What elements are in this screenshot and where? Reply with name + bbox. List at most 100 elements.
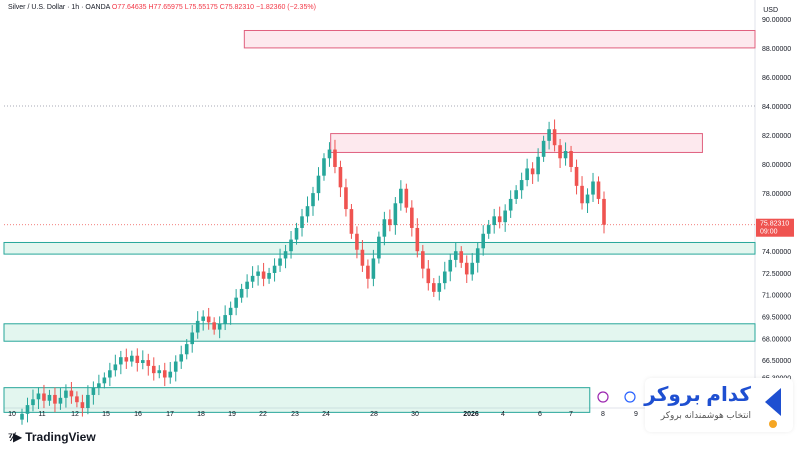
symbol-name[interactable]: Silver / U.S. Dollar · 1h · OANDA — [8, 4, 110, 11]
open-value: O77.64635 — [111, 4, 147, 11]
candle — [245, 281, 249, 289]
candle — [173, 361, 178, 372]
candle — [486, 225, 491, 234]
x-tick-label: 11 — [38, 411, 45, 418]
y-tick-label: 69.50000 — [762, 315, 791, 322]
candle — [36, 393, 41, 400]
candle — [547, 129, 551, 141]
y-tick-label: 90.00000 — [762, 17, 791, 24]
demand-zone[interactable] — [3, 323, 756, 342]
low-value: L75.55175 — [184, 4, 218, 11]
x-tick-label: 16 — [134, 411, 142, 418]
candle — [574, 166, 579, 186]
y-tick-label: 80.00000 — [762, 162, 791, 169]
candle — [459, 251, 464, 263]
candle — [289, 239, 293, 252]
candle — [97, 383, 101, 388]
candle — [168, 371, 173, 378]
candle — [569, 151, 573, 167]
candle — [75, 396, 79, 403]
brand-watermark: کدام بروکر انتخاب هوشمندانه بروکر — [644, 378, 793, 432]
candle — [475, 248, 480, 263]
x-tick-label: 19 — [228, 411, 236, 418]
y-tick-label: 68.00000 — [762, 336, 791, 343]
x-tick-label: 6 — [538, 411, 542, 418]
candle — [596, 181, 601, 199]
y-tick-label: 72.50000 — [762, 271, 791, 278]
candle — [294, 227, 299, 240]
candle — [86, 394, 90, 408]
symbol-header: Silver / U.S. Dollar · 1h · OANDA O77.64… — [8, 4, 316, 11]
x-tick-label: 17 — [166, 411, 174, 418]
y-tick-label: 66.50000 — [762, 358, 791, 365]
candle — [42, 393, 46, 401]
candle — [195, 320, 200, 333]
candle — [206, 316, 211, 323]
candle — [157, 370, 162, 374]
candle — [410, 207, 414, 228]
candle — [525, 168, 529, 181]
candle — [278, 258, 282, 266]
change-value: −1.82360 (−2.35%) — [255, 4, 316, 11]
candle — [355, 233, 359, 250]
supply-zone[interactable] — [243, 29, 756, 49]
y-tick-label: 71.00000 — [762, 293, 791, 300]
candle — [388, 219, 392, 226]
y-tick-label: 86.00000 — [762, 75, 791, 82]
y-tick-label: 84.00000 — [762, 104, 791, 111]
candle — [151, 365, 156, 374]
candle — [250, 275, 255, 282]
x-tick-label: 22 — [259, 411, 267, 418]
event-marker-icon[interactable] — [597, 391, 609, 403]
candle — [393, 203, 398, 226]
candle — [591, 181, 595, 195]
candle — [530, 168, 535, 175]
demand-zone[interactable] — [3, 387, 591, 413]
x-tick-label: 9 — [634, 411, 638, 418]
brand-tagline: انتخاب هوشمندانه بروکر — [660, 410, 751, 420]
candle — [256, 271, 260, 276]
candle — [267, 272, 271, 279]
candle — [360, 249, 365, 266]
candle — [108, 370, 112, 378]
candle — [311, 193, 315, 207]
candle — [519, 180, 524, 191]
x-tick-label: 2026 — [463, 411, 479, 418]
currency-label[interactable]: USD — [763, 7, 778, 14]
x-tick-label: 4 — [501, 411, 505, 418]
candle — [64, 390, 68, 398]
candle — [404, 188, 409, 208]
candle — [563, 151, 568, 159]
candle — [481, 233, 486, 249]
chart-markers — [597, 391, 636, 403]
candle — [344, 187, 348, 210]
candle — [316, 175, 321, 194]
candle — [585, 194, 590, 204]
candle — [492, 216, 496, 226]
candle — [333, 149, 337, 167]
current-price-badge[interactable] — [756, 218, 794, 237]
candle — [442, 271, 447, 284]
candle — [300, 216, 304, 228]
candle — [431, 283, 436, 292]
event-marker-icon[interactable] — [624, 391, 636, 403]
candle — [119, 357, 123, 365]
candle — [31, 399, 35, 406]
candle — [382, 219, 387, 237]
candle — [437, 283, 442, 292]
candle — [124, 357, 129, 362]
tradingview-wordmark: TradingView — [25, 430, 96, 444]
brand-logo-icon — [765, 388, 781, 416]
supply-zone[interactable] — [330, 133, 703, 153]
candle — [552, 129, 557, 146]
candle — [47, 394, 52, 401]
candle — [58, 397, 63, 404]
brand-name: کدام بروکر — [644, 384, 751, 406]
candle — [228, 307, 233, 316]
candle — [464, 262, 469, 275]
x-tick-label: 12 — [71, 411, 79, 418]
candle — [261, 271, 266, 279]
tradingview-logo[interactable]: ⁷⁄▶ TradingView — [8, 430, 96, 444]
current-price-value: 75.82310 — [760, 221, 789, 228]
